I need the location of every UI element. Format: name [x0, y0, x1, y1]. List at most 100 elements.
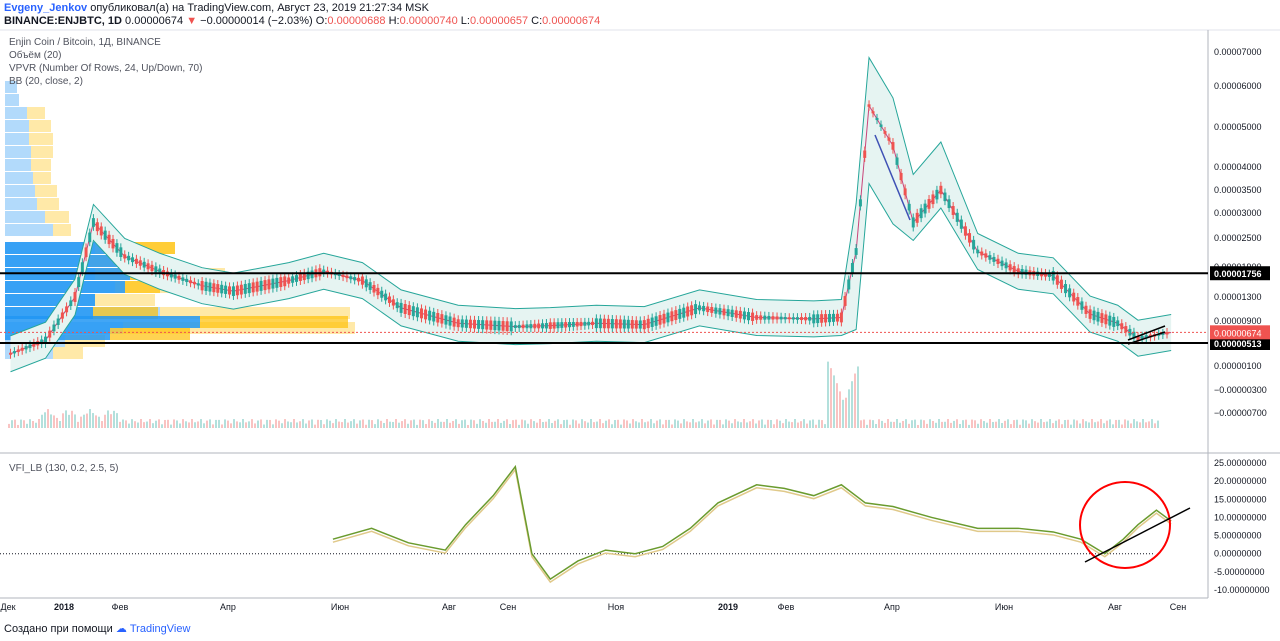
- volume-bar: [1061, 424, 1063, 428]
- candle-body: [485, 320, 489, 330]
- volume-bar: [557, 419, 559, 428]
- volume-bar: [188, 422, 190, 428]
- volume-bar: [782, 423, 784, 428]
- volume-bar: [815, 424, 817, 428]
- candle-body: [734, 310, 738, 318]
- volume-bar: [14, 419, 16, 428]
- candle-body: [850, 263, 854, 273]
- candle-body: [911, 217, 915, 228]
- candle-body: [16, 349, 20, 353]
- volume-bar: [377, 419, 379, 428]
- candle-body: [95, 222, 99, 232]
- volume-bar: [575, 420, 577, 428]
- candle-body: [646, 318, 650, 329]
- volume-bar: [1127, 420, 1129, 428]
- close-label: C:: [531, 15, 543, 27]
- volume-bar: [194, 422, 196, 428]
- candle-body: [755, 315, 759, 320]
- author-link[interactable]: Evgeny_Jenkov: [4, 2, 88, 14]
- candle-body: [610, 319, 614, 329]
- vp-up-bar: [5, 242, 125, 254]
- volume-bar: [107, 410, 109, 428]
- price-pane: [0, 30, 1280, 452]
- candle-body: [1165, 332, 1169, 335]
- volume-bar: [563, 420, 565, 428]
- volume-bar: [566, 419, 568, 428]
- volume-bar: [860, 420, 862, 428]
- volume-bar: [71, 410, 73, 428]
- volume-bar: [386, 419, 388, 428]
- candle-body: [564, 322, 568, 328]
- candle-body: [1161, 332, 1165, 336]
- candle-body: [424, 309, 428, 320]
- volume-bar: [929, 419, 931, 428]
- vp-down-bar: [31, 159, 51, 171]
- volume-bar: [95, 415, 97, 428]
- volume-bar: [773, 424, 775, 428]
- volume-bar: [644, 422, 646, 428]
- candle-body: [714, 307, 718, 314]
- vp-up-bar: [5, 185, 35, 197]
- volume-bar: [86, 413, 88, 428]
- candle-body: [419, 308, 423, 319]
- candle-body: [1068, 288, 1072, 298]
- volume-bar: [590, 419, 592, 428]
- vp-up-bar: [5, 120, 29, 132]
- volume-bar: [1028, 423, 1030, 428]
- candle-body: [216, 284, 220, 293]
- volume-bar: [1112, 424, 1114, 428]
- candle-body: [9, 352, 13, 355]
- volume-bar: [122, 419, 124, 428]
- volume-bar: [836, 383, 838, 428]
- volume-bar: [371, 420, 373, 428]
- ohlc-line: BINANCE:ENJBTC, 1D 0.00000674 ▼ −0.00000…: [4, 15, 600, 27]
- vp-up-bar: [5, 146, 31, 158]
- volume-bar: [191, 419, 193, 428]
- candle-body: [158, 268, 162, 274]
- candle-body: [294, 275, 298, 282]
- candle-body: [477, 320, 481, 329]
- candle-body: [1136, 336, 1140, 341]
- candle-body: [662, 313, 666, 324]
- volume-bar: [419, 419, 421, 428]
- down-arrow-icon: ▼: [186, 15, 198, 27]
- volume-bar: [332, 423, 334, 428]
- volume-bar: [581, 419, 583, 428]
- candle-body: [783, 316, 787, 320]
- candle-body: [1059, 279, 1063, 289]
- candle-body: [634, 320, 638, 329]
- volume-bar: [1025, 420, 1027, 428]
- volume-bar: [68, 414, 70, 428]
- volume-bar: [416, 424, 418, 428]
- volume-bar: [794, 419, 796, 428]
- volume-bar: [740, 422, 742, 428]
- legend-bb: BB (20, close, 2): [9, 76, 83, 87]
- volume-bar: [35, 422, 37, 428]
- volume-bar: [878, 419, 880, 428]
- volume-bar: [323, 424, 325, 428]
- volume-bar: [53, 415, 55, 428]
- footer-brand[interactable]: TradingView: [129, 623, 191, 635]
- volume-bar: [362, 419, 364, 428]
- volume-bar: [650, 419, 652, 428]
- volume-bar: [1097, 421, 1099, 428]
- candle-body: [988, 255, 992, 260]
- candle-body: [44, 336, 48, 344]
- volume-bar: [329, 420, 331, 428]
- volume-bar: [656, 420, 658, 428]
- candle-body: [1088, 309, 1092, 319]
- candle-body: [239, 284, 243, 295]
- volume-bar: [911, 420, 913, 428]
- candle-body: [638, 320, 642, 329]
- volume-bar: [314, 424, 316, 428]
- volume-bar: [602, 423, 604, 428]
- vp-up-bar: [5, 224, 53, 236]
- volume-bar: [164, 419, 166, 428]
- volume-bar: [443, 421, 445, 428]
- volume-bar: [1010, 424, 1012, 428]
- candle-body: [808, 316, 812, 321]
- candle-body: [598, 318, 602, 329]
- candle-body: [73, 292, 77, 302]
- volume-bar: [134, 421, 136, 428]
